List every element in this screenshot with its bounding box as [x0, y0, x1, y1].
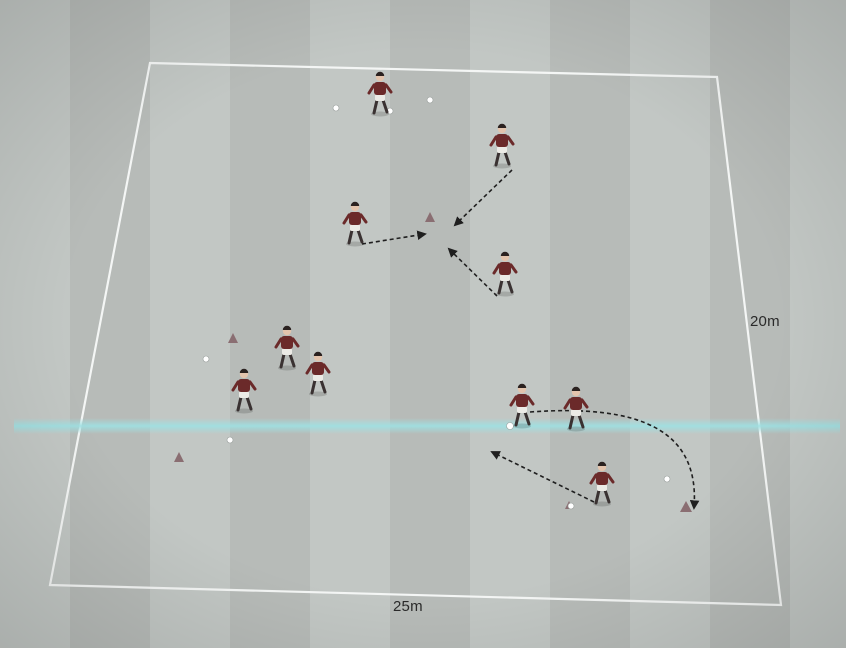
field-width-label: 25m	[393, 598, 423, 615]
field-length-label: 20m	[750, 313, 780, 330]
